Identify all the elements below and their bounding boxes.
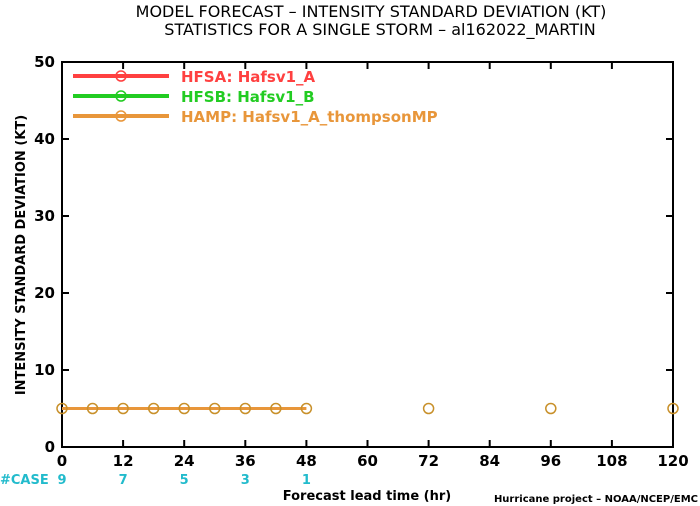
data-point — [147, 402, 160, 415]
case-count: 5 — [180, 473, 189, 488]
legend-entry: HAMP: Hafsv1_A_thompsonMP — [181, 108, 438, 126]
legend-entry: HFSA: Hafsv1_A — [181, 68, 316, 86]
y-tick-label: 10 — [34, 361, 55, 379]
case-count: 1 — [302, 473, 311, 488]
x-tick-label: 120 — [657, 452, 688, 470]
x-tick-label: 60 — [357, 452, 378, 470]
case-count: 7 — [119, 473, 128, 488]
legend-entry: HFSB: Hafsv1_B — [181, 88, 315, 106]
x-tick-label: 84 — [479, 452, 500, 470]
x-tick-label: 0 — [57, 452, 67, 470]
series-layer — [56, 402, 679, 415]
chart-title-line2: STATISTICS FOR A SINGLE STORM – al162022… — [164, 20, 595, 40]
y-tick-label: 20 — [34, 284, 55, 302]
data-point — [56, 402, 68, 415]
x-tick-label: 72 — [418, 452, 439, 470]
legend-swatch-marker — [115, 70, 127, 82]
legend-swatch-marker — [115, 90, 127, 102]
y-axis: 0 10 20 30 40 50 — [34, 53, 673, 456]
case-counts: #CASE 9 7 5 3 1 — [0, 473, 311, 488]
x-axis: 0 12 24 36 48 60 72 84 96 108 120 — [57, 62, 689, 470]
data-point — [545, 402, 557, 415]
x-tick-label: 108 — [596, 452, 627, 470]
case-count: 3 — [241, 473, 250, 488]
x-tick-label: 48 — [296, 452, 317, 470]
y-tick-label: 40 — [34, 130, 55, 148]
chart-title-line1: MODEL FORECAST – INTENSITY STANDARD DEVI… — [136, 2, 607, 21]
x-tick-label: 96 — [540, 452, 561, 470]
y-axis-label: INTENSITY STANDARD DEVIATION (KT) — [14, 115, 29, 395]
y-tick-label: 0 — [45, 438, 55, 456]
data-point — [300, 402, 313, 415]
data-point — [239, 402, 252, 415]
x-tick-label: 12 — [113, 452, 134, 470]
x-axis-label: Forecast lead time (hr) — [283, 489, 451, 504]
data-point — [86, 402, 99, 415]
data-point — [117, 402, 129, 415]
credit-text: Hurricane project – NOAA/NCEP/EMC — [494, 494, 698, 505]
data-point — [667, 402, 679, 415]
legend-swatch-marker — [115, 110, 127, 122]
data-point — [422, 402, 435, 415]
x-tick-label: 36 — [235, 452, 256, 470]
case-count: 9 — [57, 473, 66, 488]
data-point — [178, 402, 190, 415]
x-tick-label: 24 — [174, 452, 195, 470]
y-tick-label: 30 — [34, 207, 55, 225]
data-point — [270, 402, 282, 415]
y-tick-label: 50 — [34, 53, 55, 71]
data-point — [209, 402, 221, 415]
legend: HFSA: Hafsv1_A HFSB: Hafsv1_B HAMP: Hafsv1… — [73, 68, 438, 126]
case-label: #CASE — [0, 473, 49, 488]
